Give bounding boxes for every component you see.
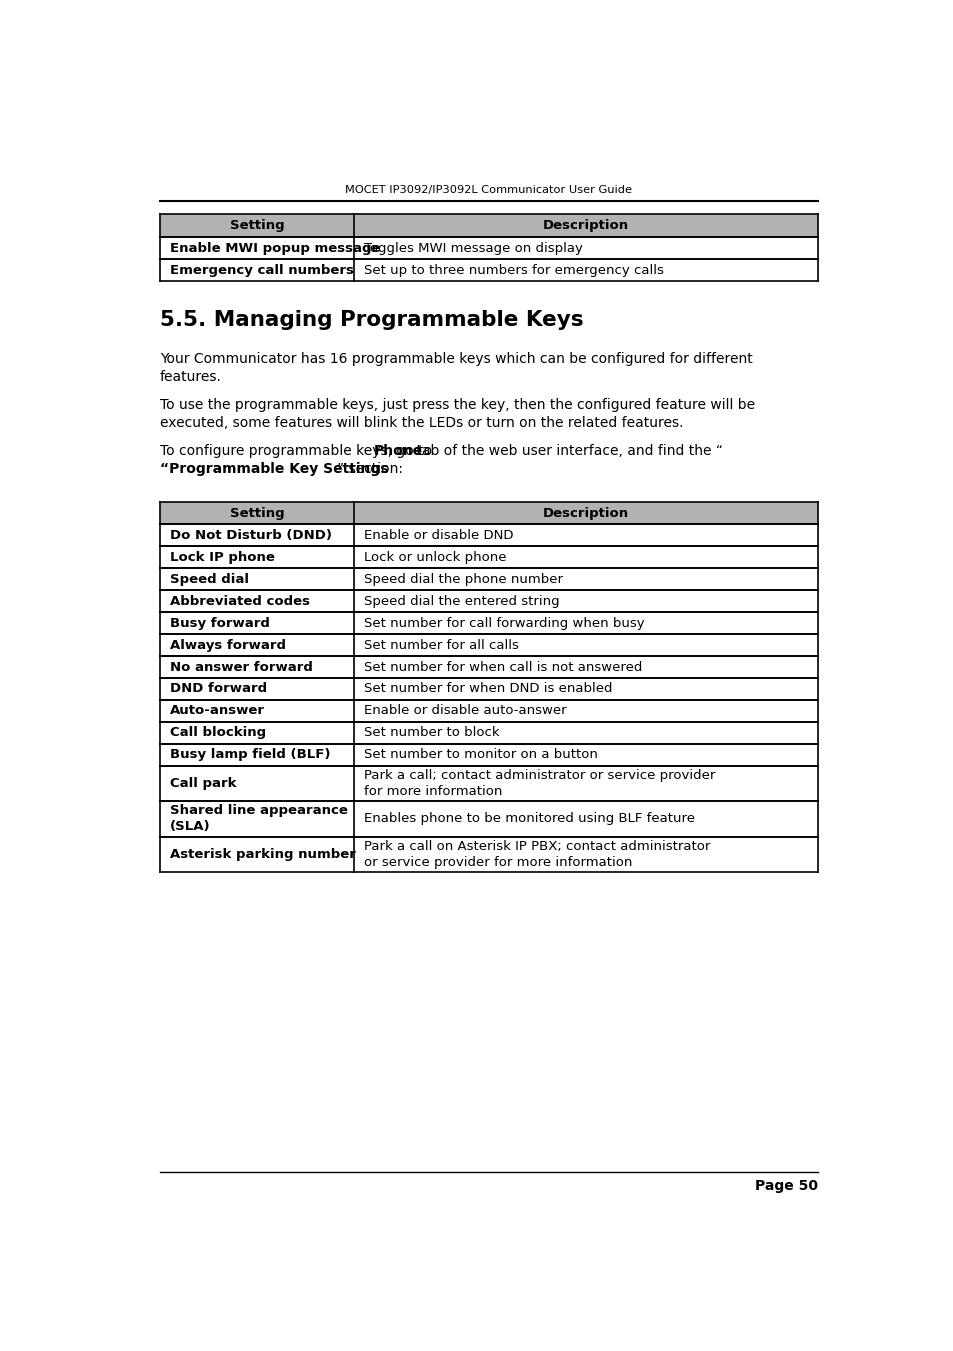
Text: To configure programmable keys, go to: To configure programmable keys, go to [160,443,436,458]
Text: Auto-answer: Auto-answer [170,704,265,717]
Bar [160,744,817,766]
Text: Enable MWI popup message: Enable MWI popup message [170,242,380,255]
Text: Park a call; contact administrator or service provider
for more information: Park a call; contact administrator or se… [364,769,715,798]
Text: Set number to monitor on a button: Set number to monitor on a button [364,748,598,762]
Text: To use the programmable keys, just press the key, then the configured feature wi: To use the programmable keys, just press… [160,397,754,412]
Text: Set number to block: Set number to block [364,727,499,739]
Text: Asterisk parking number: Asterisk parking number [170,848,355,861]
Text: Description: Description [542,219,628,232]
Bar [160,836,817,871]
Bar [160,569,817,590]
Text: Set number for when call is not answered: Set number for when call is not answered [364,661,641,674]
Bar [160,590,817,612]
Bar [160,501,817,524]
Text: Setting: Setting [230,507,284,520]
Text: Enables phone to be monitored using BLF feature: Enables phone to be monitored using BLF … [364,812,695,825]
Text: No answer forward: No answer forward [170,661,313,674]
Text: ” section:: ” section: [336,462,402,476]
Text: Do Not Disturb (DND): Do Not Disturb (DND) [170,528,332,542]
Text: executed, some features will blink the LEDs or turn on the related features.: executed, some features will blink the L… [160,416,682,430]
Bar [160,801,817,836]
Text: Setting: Setting [230,219,284,232]
Text: Description: Description [542,507,628,520]
Text: DND forward: DND forward [170,682,267,696]
Text: Speed dial the entered string: Speed dial the entered string [364,594,559,608]
Text: Shared line appearance
(SLA): Shared line appearance (SLA) [170,804,348,834]
Text: 5.5. Managing Programmable Keys: 5.5. Managing Programmable Keys [160,311,583,331]
Text: Abbreviated codes: Abbreviated codes [170,594,310,608]
Text: Set number for all calls: Set number for all calls [364,639,518,651]
Bar [160,678,817,700]
Bar [160,657,817,678]
Bar [160,700,817,721]
Bar [160,546,817,569]
Bar [160,215,817,238]
Text: Your Communicator has 16 programmable keys which can be configured for different: Your Communicator has 16 programmable ke… [160,351,752,366]
Bar [160,721,817,744]
Text: Lock or unlock phone: Lock or unlock phone [364,551,506,563]
Text: Call blocking: Call blocking [170,727,266,739]
Text: Phone: Phone [374,443,423,458]
Text: Lock IP phone: Lock IP phone [170,551,274,563]
Bar [160,634,817,657]
Text: “Programmable Key Settings: “Programmable Key Settings [160,462,388,476]
Text: Enable or disable DND: Enable or disable DND [364,528,513,542]
Text: Always forward: Always forward [170,639,286,651]
Text: Toggles MWI message on display: Toggles MWI message on display [364,242,582,255]
Text: tab of the web user interface, and find the “: tab of the web user interface, and find … [412,443,722,458]
Text: Park a call on Asterisk IP PBX; contact administrator
or service provider for mo: Park a call on Asterisk IP PBX; contact … [364,840,710,869]
Text: Set number for when DND is enabled: Set number for when DND is enabled [364,682,612,696]
Text: Call park: Call park [170,777,236,790]
Text: Busy lamp field (BLF): Busy lamp field (BLF) [170,748,330,762]
Text: Set up to three numbers for emergency calls: Set up to three numbers for emergency ca… [364,263,663,277]
Bar [160,238,817,259]
Bar [160,259,817,281]
Text: Speed dial the phone number: Speed dial the phone number [364,573,562,586]
Text: features.: features. [160,370,221,384]
Text: Emergency call numbers: Emergency call numbers [170,263,354,277]
Text: Speed dial: Speed dial [170,573,249,586]
Bar [160,524,817,546]
Text: MOCET IP3092/IP3092L Communicator User Guide: MOCET IP3092/IP3092L Communicator User G… [345,185,632,196]
Bar [160,612,817,634]
Text: Busy forward: Busy forward [170,616,270,630]
Bar [160,766,817,801]
Text: Set number for call forwarding when busy: Set number for call forwarding when busy [364,616,644,630]
Text: Page 50: Page 50 [754,1179,817,1193]
Text: Enable or disable auto-answer: Enable or disable auto-answer [364,704,566,717]
